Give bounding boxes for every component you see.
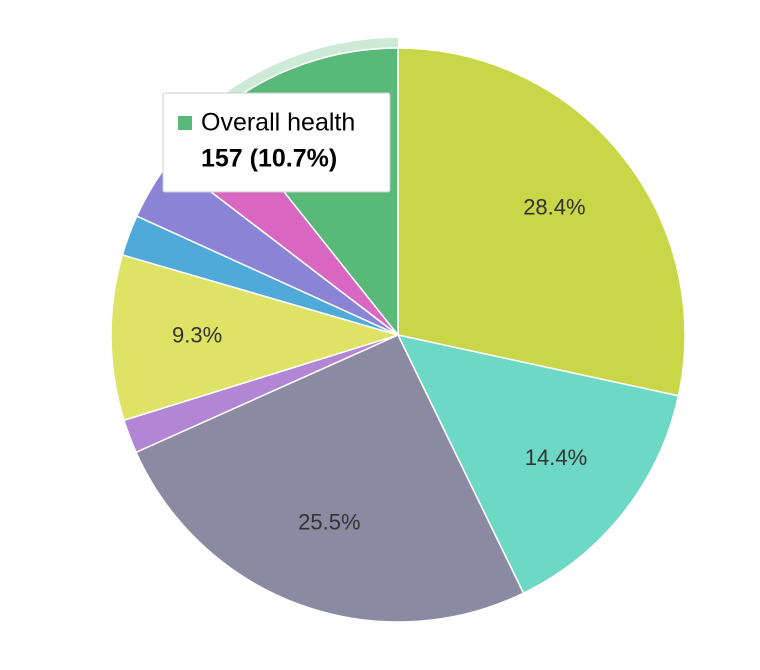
slice (396, 333, 680, 595)
tooltip-name: Overall health (201, 109, 355, 137)
slice (110, 254, 401, 422)
tooltip-value: 157 (10.7%) (201, 145, 337, 173)
slice-label: 25.5% (298, 510, 360, 535)
slice-label: 9.3% (172, 323, 222, 348)
tooltip: Overall health 157 (10.7%) (162, 92, 391, 193)
slice-halo (213, 38, 398, 111)
slice (397, 47, 686, 397)
slice-label: 14.4% (525, 445, 587, 470)
tooltip-box (162, 92, 391, 193)
slice-label: 28.4% (523, 195, 585, 220)
slice (135, 334, 525, 623)
tooltip-swatch (178, 116, 192, 130)
